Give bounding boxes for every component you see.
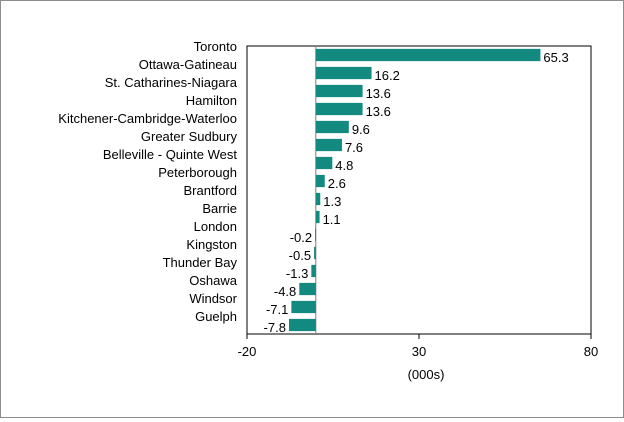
value-label-kitchener-cambridge-waterloo: 9.6 (352, 122, 370, 137)
bar-kitchener-cambridge-waterloo (315, 120, 349, 134)
bar-peterborough (315, 174, 325, 188)
category-label-belleville-quinte-west: Belleville - Quinte West (103, 147, 238, 162)
category-label-kingston: Kingston (186, 237, 237, 252)
value-label-guelph: -7.8 (264, 320, 286, 335)
value-label-peterborough: 2.6 (328, 176, 346, 191)
x-tick-label: 80 (584, 344, 598, 359)
bar-kingston (314, 246, 316, 260)
value-label-thunder-bay: -1.3 (286, 266, 308, 281)
category-label-st-catharines-niagara: St. Catharines-Niagara (105, 75, 238, 90)
bar-toronto (315, 48, 541, 62)
x-axis-label: (000s) (408, 367, 445, 382)
bar-hamilton (315, 102, 363, 116)
category-label-barrie: Barrie (202, 201, 237, 216)
bar-guelph (288, 318, 316, 332)
value-label-greater-sudbury: 7.6 (345, 140, 363, 155)
category-label-oshawa: Oshawa (189, 273, 237, 288)
value-label-st-catharines-niagara: 13.6 (366, 86, 391, 101)
category-label-greater-sudbury: Greater Sudbury (141, 129, 238, 144)
value-label-toronto: 65.3 (543, 50, 568, 65)
value-label-oshawa: -4.8 (274, 284, 296, 299)
bar-london (315, 228, 316, 242)
category-label-windsor: Windsor (189, 291, 237, 306)
x-tick-label: 30 (412, 344, 426, 359)
category-label-london: London (194, 219, 237, 234)
value-label-london: -0.2 (290, 230, 312, 245)
bar-oshawa (299, 282, 316, 296)
bar-belleville-quinte-west (315, 156, 333, 170)
value-label-windsor: -7.1 (266, 302, 288, 317)
category-label-thunder-bay: Thunder Bay (163, 255, 238, 270)
category-label-peterborough: Peterborough (158, 165, 237, 180)
bar-thunder-bay (311, 264, 316, 278)
category-label-kitchener-cambridge-waterloo: Kitchener-Cambridge-Waterloo (58, 111, 237, 126)
bar-greater-sudbury (315, 138, 342, 152)
bar-barrie (315, 210, 320, 224)
category-label-guelph: Guelph (195, 309, 237, 324)
bar-brantford (315, 192, 321, 206)
value-label-barrie: 1.1 (323, 212, 341, 227)
value-label-ottawa-gatineau: 16.2 (375, 68, 400, 83)
value-label-kingston: -0.5 (289, 248, 311, 263)
plot-area (246, 45, 592, 335)
category-label-ottawa-gatineau: Ottawa-Gatineau (139, 57, 237, 72)
value-label-belleville-quinte-west: 4.8 (335, 158, 353, 173)
bar-windsor (291, 300, 316, 314)
bar-ottawa-gatineau (315, 66, 372, 80)
value-label-brantford: 1.3 (323, 194, 341, 209)
x-tick-label: -20 (238, 344, 257, 359)
category-label-toronto: Toronto (194, 39, 237, 54)
category-label-hamilton: Hamilton (186, 93, 237, 108)
category-label-brantford: Brantford (184, 183, 237, 198)
bar-st-catharines-niagara (315, 84, 363, 98)
value-label-hamilton: 13.6 (366, 104, 391, 119)
